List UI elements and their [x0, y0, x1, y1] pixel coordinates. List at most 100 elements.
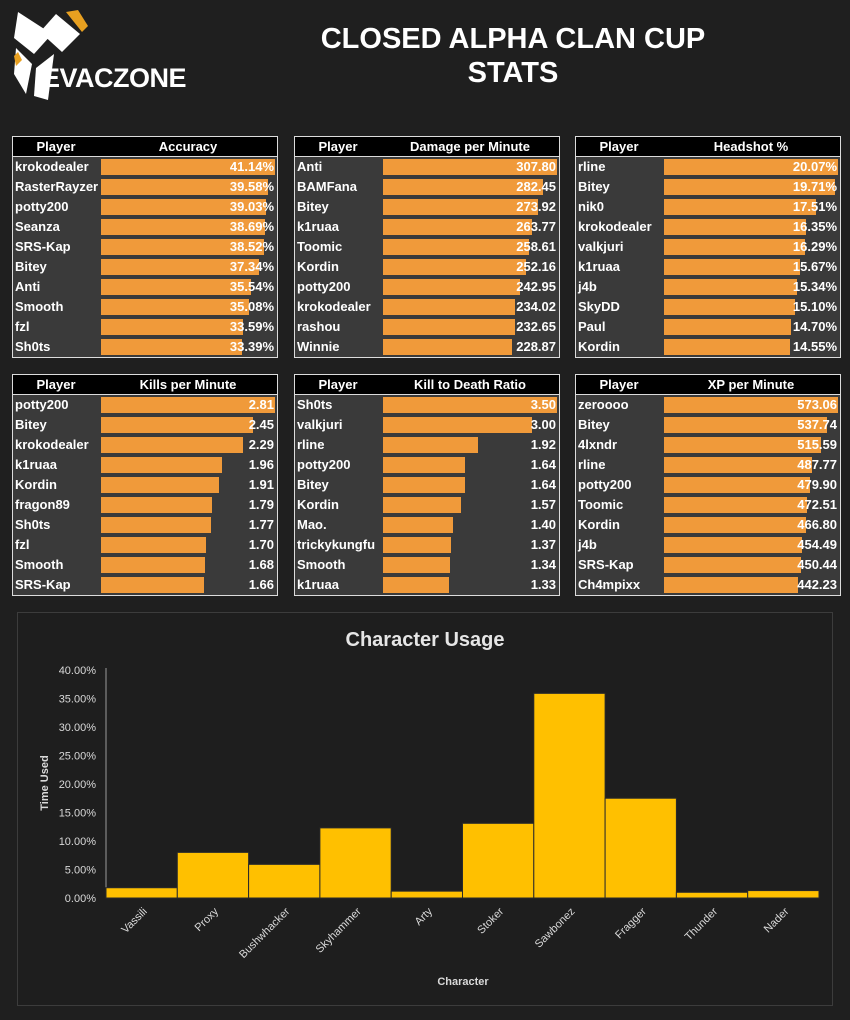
bar-arty	[390, 890, 464, 899]
metric-cell: 442.23	[664, 575, 840, 595]
stat-table-damage-per-minute: Player Damage per Minute Anti 307.80 BAMFana…	[294, 136, 560, 358]
data-bar	[101, 417, 253, 433]
metric-value: 234.02	[516, 299, 556, 314]
title-line-2: STATS	[467, 57, 559, 89]
data-bar	[383, 397, 557, 413]
table-row: j4b 15.34%	[576, 277, 840, 297]
data-bar	[664, 299, 795, 315]
table-row: krokodealer 234.02	[295, 297, 559, 317]
player-column-header: Player	[36, 377, 76, 392]
data-bar	[101, 259, 259, 275]
metric-cell: 263.77	[383, 217, 559, 237]
table-row: potty200 39.03%	[13, 197, 277, 217]
table-row: Bitey 2.45	[13, 415, 277, 435]
table-row: nik0 17.51%	[576, 197, 840, 217]
metric-column-header: Kills per Minute	[139, 377, 237, 392]
metric-value: 2.29	[248, 437, 274, 452]
table-row: Bitey 537.74	[576, 415, 840, 435]
player-name: SRS-Kap	[578, 557, 634, 572]
stat-table-accuracy: Player Accuracy krokodealer 41.14% RasterRay…	[12, 136, 278, 358]
metric-cell: 1.91	[101, 475, 277, 495]
stat-table-kills-per-minute: Player Kills per Minute potty200 2.81 Bitey 2…	[12, 374, 278, 596]
player-name: Sh0ts	[15, 339, 51, 354]
player-name: krokodealer	[297, 299, 371, 314]
metric-cell: 487.77	[664, 455, 840, 475]
data-bar	[383, 299, 515, 315]
table-row: SRS-Kap 38.52%	[13, 237, 277, 257]
data-bar	[101, 299, 249, 315]
player-name: potty200	[578, 477, 632, 492]
metric-cell: 282.45	[383, 177, 559, 197]
bar-proxy	[176, 851, 250, 899]
metric-cell: 252.16	[383, 257, 559, 277]
metric-value: 16.35%	[792, 219, 837, 234]
metric-value: 35.08%	[229, 299, 274, 314]
metric-cell: 258.61	[383, 237, 559, 257]
metric-cell: 35.54%	[101, 277, 277, 297]
metric-value: 307.80	[516, 159, 556, 174]
data-bar	[383, 437, 478, 453]
player-name: rline	[297, 437, 325, 452]
data-bar	[664, 517, 806, 533]
metric-value: 2.45	[248, 417, 274, 432]
table-row: Anti 35.54%	[13, 277, 277, 297]
metric-cell: 1.70	[101, 535, 277, 555]
metric-cell: 273.92	[383, 197, 559, 217]
table-row: rline 20.07%	[576, 157, 840, 177]
metric-cell: 1.77	[101, 515, 277, 535]
table-row: Paul 14.70%	[576, 317, 840, 337]
data-bar	[383, 517, 453, 533]
metric-cell: 15.67%	[664, 257, 840, 277]
player-name: Bitey	[15, 259, 47, 274]
player-name: Sh0ts	[297, 397, 333, 412]
metric-value: 537.74	[797, 417, 837, 432]
x-tick-label: Bushwhacker	[237, 905, 292, 960]
player-name: j4b	[578, 279, 597, 294]
table-header: Player Accuracy	[13, 137, 277, 157]
table-row: Bitey 273.92	[295, 197, 559, 217]
player-name: rashou	[297, 319, 341, 334]
table-row: k1ruaa 15.67%	[576, 257, 840, 277]
data-bar	[101, 437, 243, 453]
table-row: valkjuri 16.29%	[576, 237, 840, 257]
metric-cell: 242.95	[383, 277, 559, 297]
data-bar	[383, 179, 543, 195]
metric-value: 1.64	[530, 477, 556, 492]
metric-value: 442.23	[797, 577, 837, 592]
metric-cell: 307.80	[383, 157, 559, 177]
title-line-1: CLOSED ALPHA CLAN CUP	[320, 23, 706, 55]
data-bar	[101, 537, 206, 553]
data-bar	[664, 557, 801, 573]
metric-value: 1.91	[248, 477, 274, 492]
player-name: krokodealer	[15, 437, 89, 452]
table-header: Player XP per Minute	[576, 375, 840, 395]
player-name: Ch4mpixx	[578, 577, 641, 592]
player-column-header: Player	[318, 139, 358, 154]
player-name: fzl	[15, 319, 30, 334]
x-tick-label: Sawbonez	[533, 906, 578, 951]
metric-cell: 573.06	[664, 395, 840, 415]
player-name: j4b	[578, 537, 597, 552]
data-bar	[664, 417, 827, 433]
metric-cell: 16.29%	[664, 237, 840, 257]
data-bar	[383, 457, 465, 473]
metric-cell: 234.02	[383, 297, 559, 317]
y-axis-label: Time Used	[39, 755, 51, 810]
metric-cell: 1.64	[383, 455, 559, 475]
metric-value: 38.69%	[229, 219, 274, 234]
player-name: k1ruaa	[297, 577, 339, 592]
data-bar	[664, 457, 812, 473]
table-header: Player Kills per Minute	[13, 375, 277, 395]
table-row: fzl 33.59%	[13, 317, 277, 337]
metric-value: 38.52%	[229, 239, 274, 254]
metric-column-header: Accuracy	[158, 139, 218, 154]
metric-cell: 20.07%	[664, 157, 840, 177]
metric-value: 3.50	[530, 397, 556, 412]
data-bar	[664, 159, 838, 175]
table-row: Kordin 1.91	[13, 475, 277, 495]
table-row: potty200 2.81	[13, 395, 277, 415]
table-row: potty200 242.95	[295, 277, 559, 297]
data-bar	[664, 279, 797, 295]
data-bar	[664, 319, 791, 335]
metric-value: 20.07%	[792, 159, 837, 174]
